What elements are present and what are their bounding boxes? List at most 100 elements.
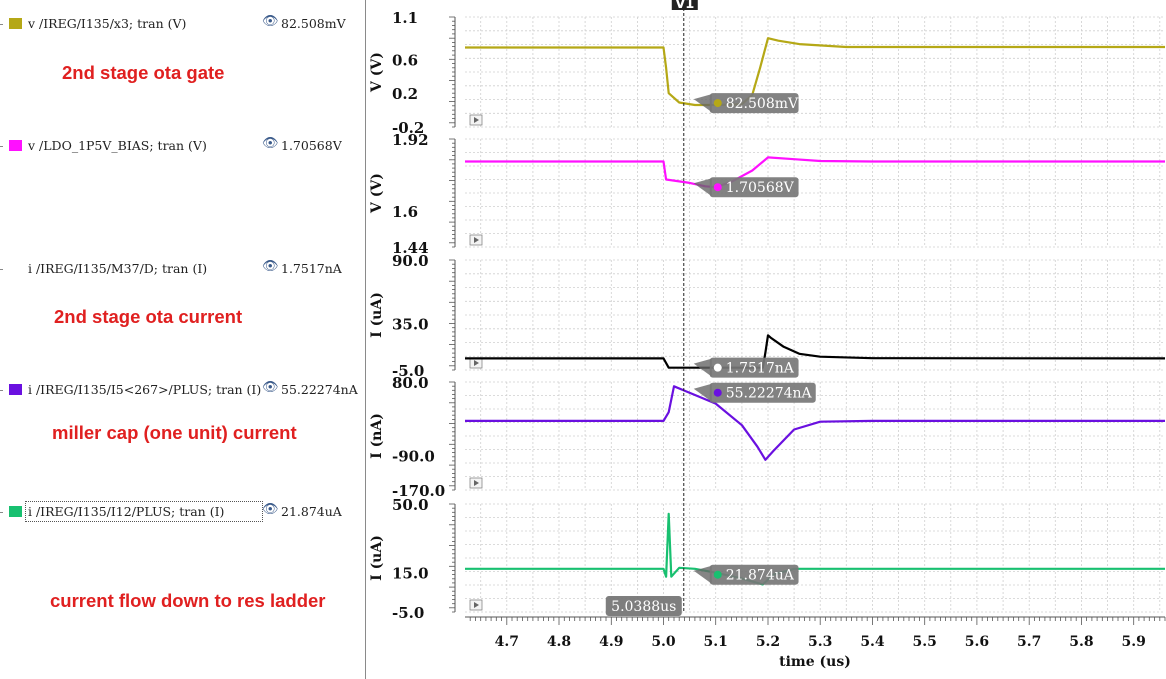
- y-tick-label: 1.92: [392, 131, 429, 149]
- y-axis-label: V (V): [369, 173, 385, 214]
- marker-value-label: 82.508mV: [726, 96, 799, 112]
- x-tick-label: 5.8: [1069, 634, 1093, 650]
- y-tick-label: 0.6: [392, 51, 418, 69]
- marker-value-label: 21.874uA: [726, 568, 795, 584]
- annotation-note: current flow down to res ladder: [50, 590, 326, 611]
- marker-dot: [713, 183, 722, 192]
- marker-pointer: [693, 358, 712, 377]
- eye-icon[interactable]: 👁: [262, 14, 279, 29]
- eye-icon[interactable]: 👁: [262, 136, 279, 151]
- cursor-tag[interactable]: [671, 0, 698, 10]
- trace-color-swatch[interactable]: [9, 18, 22, 29]
- marker-dot: [713, 363, 722, 372]
- y-axis-label: V (V): [369, 52, 385, 93]
- marker-value-label: 1.7517nA: [726, 361, 795, 377]
- marker-value-label: 55.22274nA: [726, 386, 813, 402]
- play-icon: [474, 602, 479, 608]
- x-axis-label: time (us): [779, 654, 851, 670]
- panel-divider[interactable]: [365, 0, 366, 679]
- y-tick-label: 80.0: [392, 374, 429, 392]
- x-tick-label: 5.0: [651, 634, 676, 650]
- plot-strip: 50.0 15.0 -5.0 I (uA) 21.874uA: [369, 496, 1165, 622]
- x-tick-label: 5.7: [1017, 634, 1041, 650]
- marker-label-box: [709, 93, 799, 114]
- trace-color-swatch[interactable]: [9, 384, 22, 395]
- trace-row[interactable]: i /IREG/I135/I12/PLUS; tran (I) 👁 21.874uA: [0, 501, 365, 524]
- x-tick-label: 4.8: [547, 634, 571, 650]
- y-tick-label: 1.6: [392, 203, 418, 221]
- x-tick-label: 5.3: [808, 634, 832, 650]
- x-tick-label: 4.9: [599, 634, 623, 650]
- cursor-readout-box: [605, 596, 682, 616]
- trace-row[interactable]: i /IREG/I135/M37/D; tran (I) 👁 1.7517nA: [0, 259, 365, 281]
- marker-label-box: [709, 177, 799, 198]
- trace-cursor-value: 1.7517nA: [281, 261, 342, 276]
- y-tick-label: 35.0: [392, 316, 429, 334]
- x-tick-label: 5.4: [860, 634, 885, 650]
- x-tick-label: 5.9: [1122, 634, 1146, 650]
- trace-name[interactable]: v /LDO_1P5V_BIAS; tran (V): [28, 138, 207, 153]
- y-axis-label: I (uA): [369, 292, 385, 338]
- x-tick-label: 4.7: [495, 634, 519, 650]
- waveform-line[interactable]: [465, 385, 1165, 461]
- marker-label-box: [709, 357, 799, 378]
- marker-pointer: [693, 565, 712, 584]
- marker-dot: [713, 99, 722, 108]
- trace-name[interactable]: i /IREG/I135/M37/D; tran (I): [28, 261, 208, 276]
- y-tick-label: 15.0: [392, 565, 429, 583]
- tree-connector: [0, 390, 3, 391]
- trace-color-swatch[interactable]: [9, 140, 22, 151]
- x-tick-label: 5.5: [913, 634, 937, 650]
- tree-connector: [0, 24, 3, 25]
- marker-pointer: [693, 94, 712, 113]
- play-icon: [474, 360, 479, 366]
- trace-name[interactable]: i /IREG/I135/I12/PLUS; tran (I): [24, 501, 264, 522]
- tree-connector: [0, 146, 3, 147]
- y-tick-label: 1.1: [392, 9, 418, 27]
- plot-strip: 80.0 -90.0 -170.0 I (nA) 55.22274nA: [369, 374, 1165, 500]
- y-axis-label: I (nA): [369, 413, 385, 459]
- plot-strip: 1.1 0.6 0.2 -0.2 V (V) 82.508mV: [369, 9, 1165, 137]
- y-tick-label: -90.0: [392, 447, 435, 465]
- trace-color-swatch[interactable]: [9, 506, 22, 517]
- trace-legend-panel: v /IREG/I135/x3; tran (V) 👁 82.508mV 2nd st…: [0, 0, 365, 679]
- eye-icon[interactable]: 👁: [262, 502, 279, 517]
- tree-connector: [0, 269, 3, 270]
- y-tick-label: -0.2: [392, 119, 424, 137]
- y-tick-label: 0.2: [392, 85, 418, 103]
- trace-row[interactable]: v /IREG/I135/x3; tran (V) 👁 82.508mV: [0, 14, 365, 36]
- eye-icon[interactable]: 👁: [262, 259, 279, 274]
- play-icon: [474, 237, 479, 243]
- marker-dot: [713, 388, 722, 397]
- trace-row[interactable]: v /LDO_1P5V_BIAS; tran (V) 👁 1.70568V: [0, 136, 365, 158]
- trace-color-swatch[interactable]: [9, 263, 22, 274]
- y-tick-label: -170.0: [392, 482, 445, 500]
- annotation-note: 2nd stage ota current: [54, 306, 243, 327]
- trace-cursor-value: 82.508mV: [281, 16, 346, 31]
- plot-strip: 1.92 1.6 1.44 V (V) 1.70568V: [369, 131, 1165, 257]
- annotation-note: miller cap (one unit) current: [52, 422, 297, 443]
- marker-value-label: 1.70568V: [726, 180, 795, 196]
- marker-label-box: [709, 382, 816, 403]
- play-icon: [474, 480, 479, 486]
- eye-icon[interactable]: 👁: [262, 380, 279, 395]
- y-axis-label: I (uA): [369, 535, 385, 581]
- marker-pointer: [693, 383, 712, 402]
- plot-strip: 90.0 35.0 -5.0 I (uA) 1.7517nA: [369, 252, 1166, 380]
- marker-pointer: [693, 178, 712, 197]
- x-tick-label: 5.2: [756, 634, 780, 650]
- trace-row[interactable]: i /IREG/I135/I5<267>/PLUS; tran (I) 👁 55.2…: [0, 380, 365, 402]
- y-tick-label: -5.0: [392, 604, 424, 622]
- x-tick-label: 5.6: [965, 634, 989, 650]
- tree-connector: [0, 512, 3, 513]
- trace-cursor-value: 21.874uA: [281, 504, 342, 519]
- play-icon: [474, 117, 479, 123]
- trace-cursor-value: 1.70568V: [281, 138, 342, 153]
- trace-cursor-value: 55.22274nA: [281, 382, 358, 397]
- trace-name[interactable]: i /IREG/I135/I5<267>/PLUS; tran (I): [28, 382, 262, 397]
- waveform-line[interactable]: [465, 334, 1166, 369]
- cursor-readout: 5.0388us: [611, 599, 676, 615]
- trace-name[interactable]: v /IREG/I135/x3; tran (V): [28, 16, 187, 31]
- x-tick-label: 5.1: [704, 634, 728, 650]
